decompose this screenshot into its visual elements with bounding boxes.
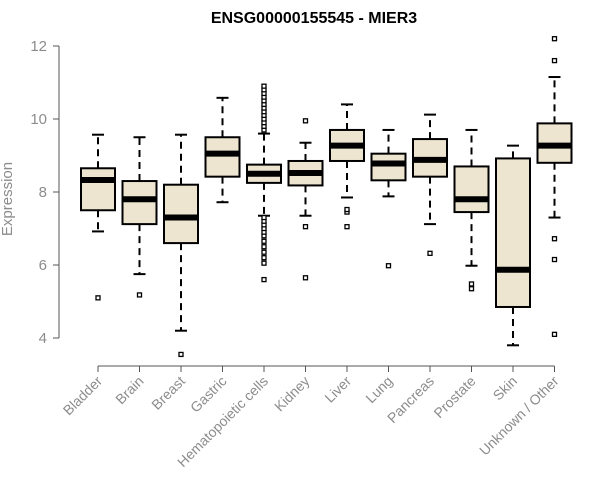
- outlier-point: [136, 292, 143, 298]
- box-brain: [121, 136, 158, 298]
- y-axis: 4 6 8 10 12: [30, 38, 60, 347]
- outlier-point: [261, 249, 267, 255]
- box-iqr: [80, 167, 116, 212]
- box-iqr: [495, 157, 531, 308]
- outlier-point: [261, 83, 267, 89]
- x-tick-label: Lung: [362, 373, 395, 406]
- outlier-point: [261, 255, 267, 261]
- box-iqr: [370, 152, 407, 182]
- outlier-point: [468, 281, 475, 287]
- box-skin: [495, 144, 531, 347]
- outlier-point: [261, 238, 267, 244]
- outlier-point: [344, 224, 350, 230]
- outlier-point: [95, 295, 101, 301]
- outlier-point: [468, 286, 475, 292]
- box-hematopoietic-cells: [246, 83, 282, 283]
- outlier-point: [551, 57, 558, 64]
- outlier-point: [261, 276, 267, 283]
- outlier-point: [302, 224, 309, 230]
- box-iqr: [121, 180, 158, 226]
- outlier-point: [551, 36, 558, 42]
- box-iqr: [204, 136, 241, 178]
- outlier-point: [302, 118, 309, 124]
- y-tick-label: 6: [39, 257, 47, 274]
- box-breast: [163, 133, 199, 358]
- box-unknown-other: [536, 36, 573, 338]
- chart-title: ENSG00000155545 - MIER3: [211, 10, 417, 27]
- box-lung: [370, 128, 407, 269]
- outlier-point: [261, 244, 267, 250]
- outlier-point: [261, 214, 267, 221]
- box-iqr: [163, 183, 199, 245]
- box-gastric: [204, 96, 241, 204]
- outlier-point: [551, 331, 558, 338]
- box-kidney: [287, 118, 324, 281]
- box-bladder: [80, 133, 116, 301]
- outlier-point: [551, 236, 558, 242]
- x-tick-label: Unknown / Other: [476, 373, 562, 459]
- outlier-point: [344, 206, 350, 213]
- outlier-point: [261, 260, 267, 266]
- outlier-point: [551, 256, 558, 263]
- y-tick-label: 12: [30, 38, 47, 55]
- outlier-point: [302, 275, 309, 281]
- x-tick-label: Prostate: [430, 373, 478, 421]
- x-tick-label: Brain: [112, 373, 146, 407]
- box-iqr: [453, 165, 490, 214]
- box-series: [80, 36, 573, 358]
- outlier-point: [385, 263, 392, 269]
- y-tick-label: 4: [39, 330, 47, 347]
- y-tick-label: 8: [39, 184, 47, 201]
- x-tick-label: Liver: [321, 373, 354, 406]
- y-axis-label: Expression: [0, 162, 16, 236]
- x-tick-label: Bladder: [60, 373, 106, 419]
- box-prostate: [453, 128, 490, 292]
- x-tick-label: Breast: [148, 373, 188, 413]
- outlier-point: [427, 250, 433, 256]
- x-tick-label: Kidney: [271, 373, 313, 415]
- outlier-point: [178, 351, 184, 358]
- x-tick-label: Skin: [490, 373, 521, 404]
- y-tick-label: 10: [30, 111, 47, 128]
- box-liver: [329, 103, 365, 230]
- box-pancreas: [412, 113, 448, 256]
